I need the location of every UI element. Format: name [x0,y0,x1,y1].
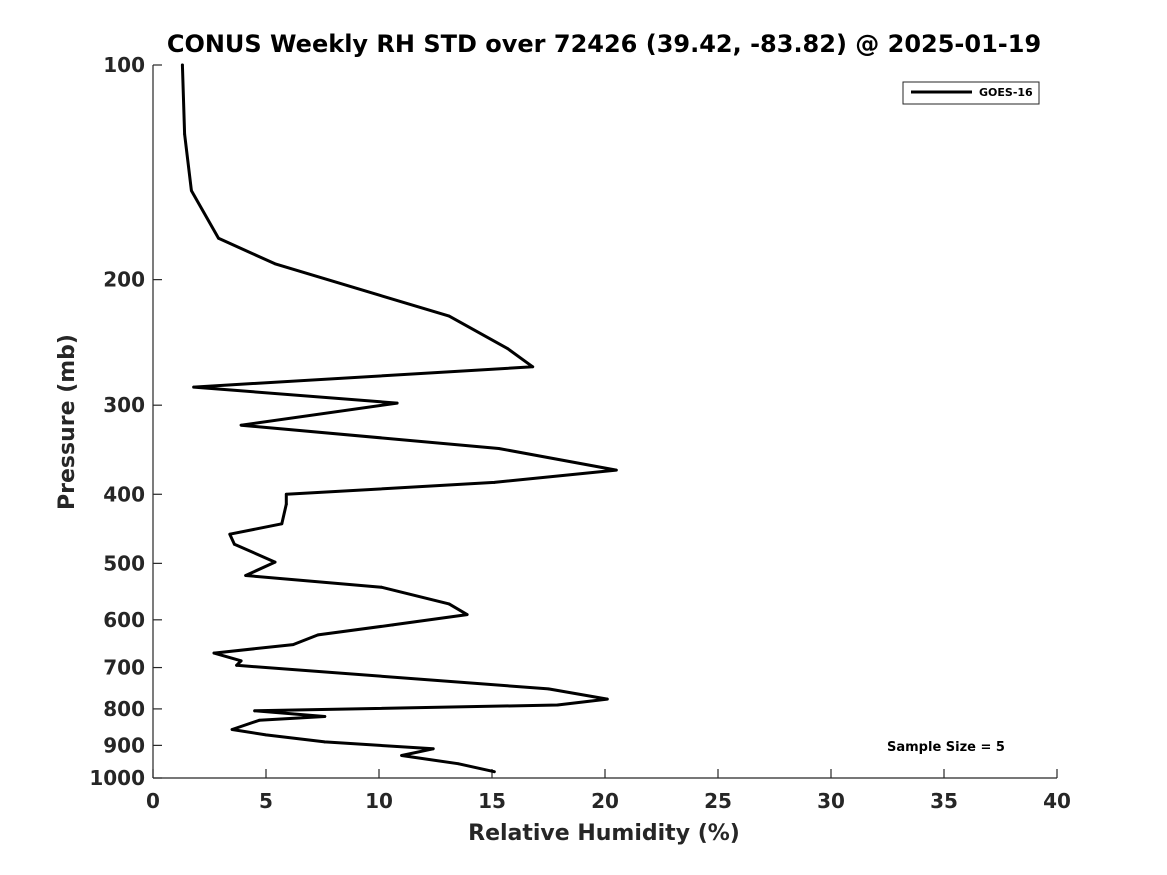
x-axis-label: Relative Humidity (%) [468,821,740,846]
y-tick-label: 500 [103,551,145,575]
data-point [391,623,394,627]
y-tick-label: 1000 [89,766,145,790]
data-point [395,401,399,405]
data-point [291,643,295,647]
data-point [465,613,469,617]
data-point [257,718,261,722]
data-point [323,715,327,718]
y-tick-label: 400 [103,482,145,506]
data-point [280,522,284,526]
data-point [531,365,535,369]
data-point [379,585,383,589]
data-point [217,236,220,240]
data-point [284,502,288,506]
data-point [232,542,236,546]
data-point [228,532,232,536]
x-axis-ticks: 0 5 10 15 20 25 30 35 40 [146,769,1071,813]
data-point [506,347,510,351]
y-axis-label: Pressure (mb) [55,334,80,510]
data-point [239,659,243,663]
legend: GOES-16 [902,81,1040,105]
data-point [605,697,609,701]
x-tick-label: 30 [817,789,845,813]
data-point [192,385,196,389]
y-tick-label: 300 [103,393,145,417]
x-tick-label: 20 [591,789,619,813]
data-point [456,762,460,766]
x-tick-label: 0 [146,789,160,813]
sample-size-annotation: Sample Size = 5 [887,740,1005,755]
data-point [235,663,239,667]
data-point [492,770,496,774]
data-point [183,132,187,136]
y-tick-label: 700 [103,656,145,680]
legend-label-goes-16: GOES-16 [979,86,1033,99]
data-point [400,754,403,757]
y-axis-ticks: 100 200 300 400 500 600 700 800 900 1000 [89,53,162,790]
data-point [190,189,193,192]
data-point [264,733,268,737]
x-tick-label: 15 [478,789,506,813]
y-tick-label: 200 [103,268,145,292]
data-point [273,560,277,564]
data-point [497,447,501,450]
data-point [253,709,257,713]
data-point [323,740,327,744]
data-point [212,651,216,655]
data-point [230,728,234,731]
series-layer [180,63,618,774]
x-tick-label: 40 [1043,789,1071,813]
data-point [556,703,559,707]
data-point [492,481,496,484]
y-tick-label: 100 [103,53,145,77]
data-point [431,747,435,751]
data-point [239,423,243,427]
y-tick-label: 800 [103,697,145,721]
chart-title: CONUS Weekly RH STD over 72426 (39.42, -… [167,30,1041,58]
data-point [447,314,451,318]
x-tick-label: 35 [930,789,958,813]
x-tick-label: 25 [704,789,732,813]
data-point [547,687,550,691]
x-tick-label: 5 [259,789,273,813]
data-point [273,262,277,266]
y-tick-label: 600 [103,608,145,632]
x-tick-label: 10 [365,789,393,813]
data-point [244,574,248,577]
data-point [447,602,451,606]
data-point [284,492,288,496]
y-tick-label: 900 [103,733,145,757]
data-point [316,633,320,637]
data-point [180,63,184,67]
data-point [614,468,618,472]
